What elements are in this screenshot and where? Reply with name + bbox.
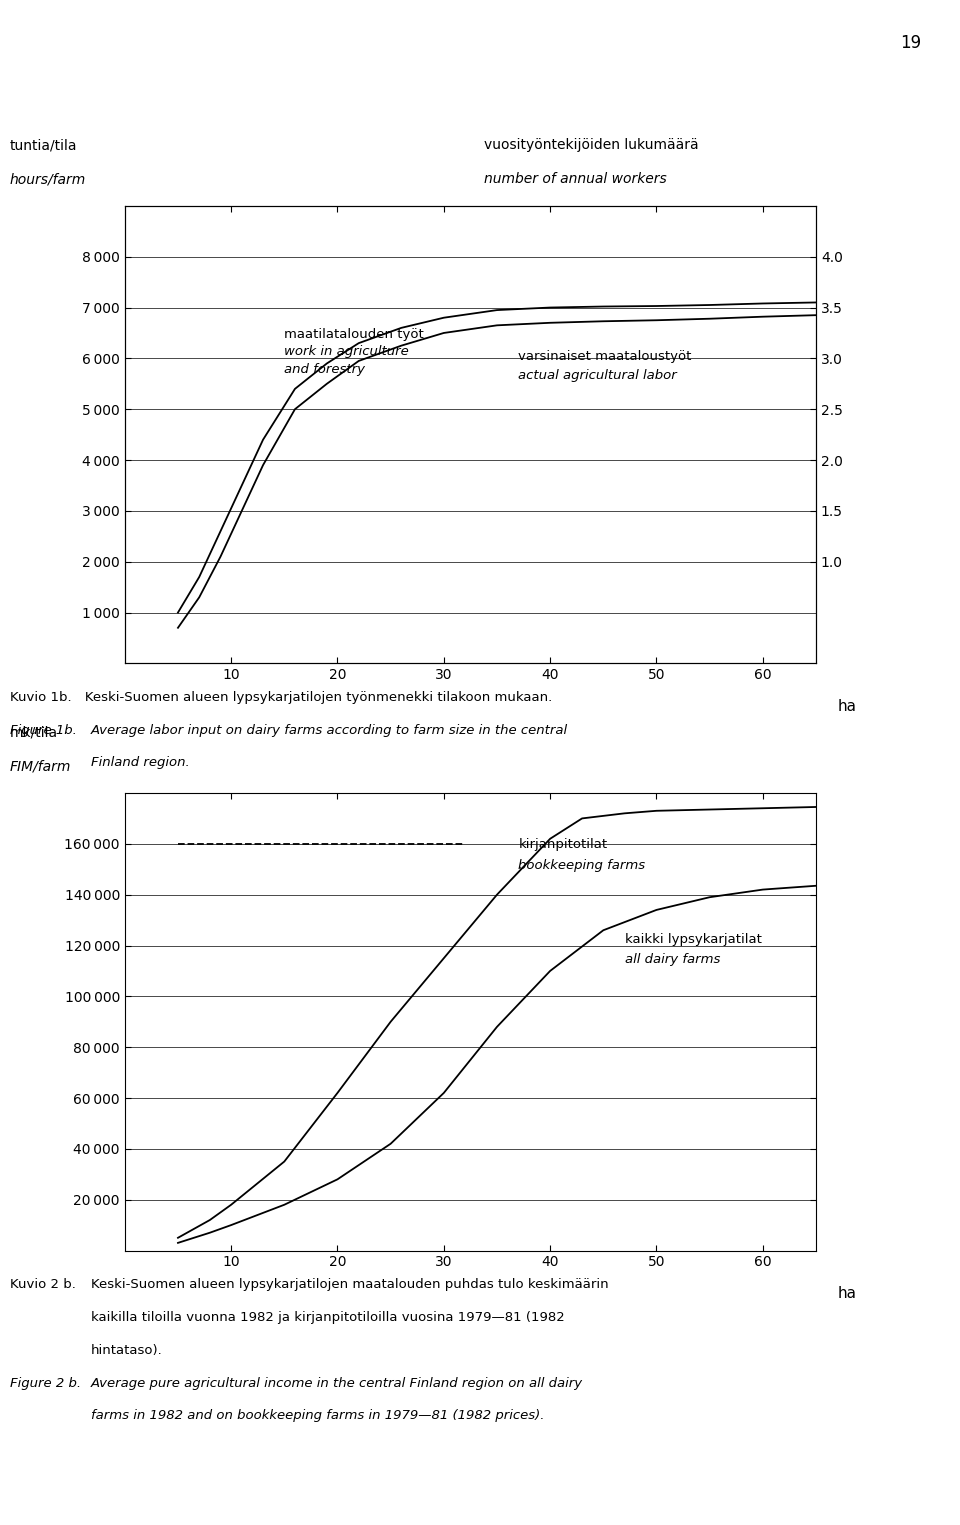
Text: Average labor input on dairy farms according to farm size in the central: Average labor input on dairy farms accor…: [91, 724, 568, 738]
Text: mk/tila: mk/tila: [10, 726, 58, 740]
Text: number of annual workers: number of annual workers: [484, 172, 667, 186]
Text: all dairy farms: all dairy farms: [625, 953, 720, 965]
Text: 19: 19: [900, 34, 922, 52]
Text: farms in 1982 and on bookkeeping farms in 1979—81 (1982 prices).: farms in 1982 and on bookkeeping farms i…: [91, 1409, 544, 1423]
Text: and forestry: and forestry: [284, 363, 366, 377]
Text: bookkeeping farms: bookkeeping farms: [518, 859, 645, 872]
Text: Average pure agricultural income in the central Finland region on all dairy: Average pure agricultural income in the …: [91, 1377, 584, 1391]
Text: actual agricultural labor: actual agricultural labor: [518, 369, 677, 383]
Text: work in agriculture: work in agriculture: [284, 345, 409, 358]
Text: Finland region.: Finland region.: [91, 756, 190, 770]
Text: varsinaiset maataloustyöt: varsinaiset maataloustyöt: [518, 351, 691, 363]
Text: Kuvio 2 b.: Kuvio 2 b.: [10, 1278, 76, 1292]
Text: hintataso).: hintataso).: [91, 1344, 163, 1357]
Text: kaikilla tiloilla vuonna 1982 ja kirjanpitotiloilla vuosina 1979—81 (1982: kaikilla tiloilla vuonna 1982 ja kirjanp…: [91, 1312, 564, 1325]
Text: hours/farm: hours/farm: [10, 172, 85, 186]
Text: Figure 1b.: Figure 1b.: [10, 724, 77, 738]
Text: Keski-Suomen alueen lypsykarjatilojen maatalouden puhdas tulo keskimäärin: Keski-Suomen alueen lypsykarjatilojen ma…: [91, 1278, 609, 1292]
Text: ha: ha: [837, 1286, 856, 1301]
Text: maatilatalouden työt: maatilatalouden työt: [284, 328, 424, 340]
Text: Figure 2 b.: Figure 2 b.: [10, 1377, 81, 1391]
Text: kirjanpitotilat: kirjanpitotilat: [518, 839, 608, 851]
Text: vuosityöntekijöiden lukumäärä: vuosityöntekijöiden lukumäärä: [484, 139, 699, 153]
Text: FIM/farm: FIM/farm: [10, 759, 71, 773]
Text: ha: ha: [837, 698, 856, 714]
Text: Kuvio 1b. Keski-Suomen alueen lypsykarjatilojen työnmenekki tilakoon mukaan.: Kuvio 1b. Keski-Suomen alueen lypsykarja…: [10, 691, 552, 705]
Text: kaikki lypsykarjatilat: kaikki lypsykarjatilat: [625, 932, 761, 946]
Text: tuntia/tila: tuntia/tila: [10, 139, 77, 153]
